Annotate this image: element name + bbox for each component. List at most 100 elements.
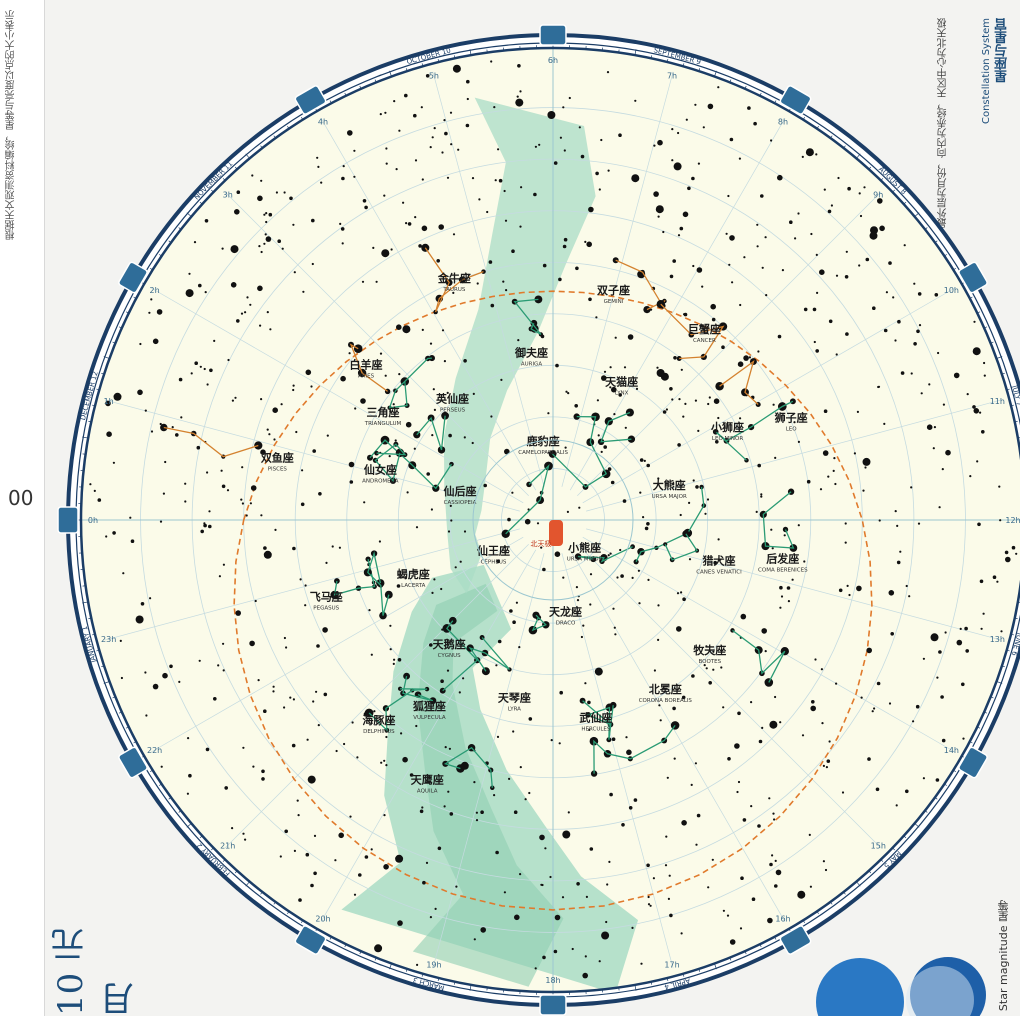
- ring-tick: [199, 835, 203, 839]
- star: [452, 233, 456, 236]
- star: [263, 546, 267, 550]
- constellation-latin-label: HERCULES: [581, 727, 611, 733]
- star: [405, 222, 408, 225]
- star: [635, 387, 639, 390]
- star: [105, 535, 108, 538]
- star: [692, 264, 695, 268]
- zodiac-badge: [118, 261, 148, 294]
- constellation-label: 仙女座: [364, 463, 397, 477]
- star: [996, 580, 999, 583]
- star: [295, 430, 298, 434]
- star: [879, 225, 885, 232]
- star: [758, 739, 763, 744]
- constellation-latin-label: PEGASUS: [313, 605, 339, 611]
- constellation-line: [719, 359, 759, 405]
- star: [773, 818, 776, 821]
- star: [867, 757, 871, 761]
- star: [676, 626, 682, 632]
- star: [503, 891, 506, 894]
- star: [966, 393, 969, 396]
- constellation-latin-label: LYRA: [508, 707, 521, 713]
- star: [558, 742, 561, 745]
- star: [774, 859, 777, 863]
- zodiac-badge: [779, 925, 812, 955]
- star: [942, 403, 946, 406]
- ra-hour-label: 3h: [223, 191, 233, 200]
- star: [353, 893, 357, 896]
- constellation-line: [349, 343, 388, 392]
- star: [144, 671, 147, 674]
- star: [512, 730, 515, 733]
- star: [334, 859, 337, 862]
- ring-tick: [118, 326, 122, 329]
- star: [463, 436, 466, 439]
- star: [858, 192, 861, 195]
- star: [704, 512, 707, 515]
- star: [227, 358, 230, 362]
- star: [711, 858, 714, 861]
- star: [316, 644, 320, 648]
- constellation-label: 金牛座: [437, 271, 471, 285]
- zodiac-badge: [294, 925, 327, 955]
- star: [446, 391, 449, 394]
- star: [293, 849, 296, 853]
- star: [383, 759, 386, 762]
- star: [394, 439, 397, 442]
- star: [922, 777, 926, 780]
- star: [769, 720, 778, 729]
- star: [463, 530, 467, 533]
- star: [452, 291, 455, 294]
- star: [571, 608, 574, 612]
- star: [774, 556, 777, 559]
- ring-tick: [996, 356, 1003, 359]
- ring-tick: [1014, 420, 1018, 423]
- ring-tick: [969, 296, 973, 299]
- ra-line: [104, 399, 520, 512]
- ring-tick: [666, 59, 669, 63]
- star: [938, 506, 941, 509]
- ring-tick: [112, 341, 116, 344]
- star: [498, 178, 503, 183]
- star: [671, 128, 674, 131]
- star: [264, 233, 267, 236]
- ring-tick: [92, 633, 96, 636]
- constellation-label: 猎犬座: [702, 553, 735, 567]
- ring-tick: [892, 189, 895, 193]
- star: [440, 679, 444, 683]
- ring-tick: [421, 63, 424, 67]
- star: [750, 805, 753, 808]
- star: [534, 967, 537, 970]
- star: [538, 143, 541, 146]
- constellation-label: 三角座: [367, 405, 400, 419]
- star: [981, 430, 985, 434]
- star: [634, 99, 637, 102]
- ring-tick: [1006, 649, 1010, 652]
- ring-tick: [868, 166, 872, 170]
- ra-hour-label: 2h: [150, 286, 160, 295]
- star: [406, 491, 409, 494]
- star: [395, 168, 398, 171]
- star: [467, 273, 470, 276]
- ring-tick: [1017, 437, 1020, 439]
- star: [671, 159, 674, 162]
- star: [374, 944, 383, 953]
- star: [764, 650, 767, 653]
- ra-hour-label: 17h: [664, 960, 679, 969]
- star: [252, 765, 255, 768]
- ring-tick: [682, 973, 685, 977]
- star: [871, 710, 874, 713]
- constellation-label: 天琴座: [498, 691, 531, 705]
- star: [972, 347, 981, 356]
- star: [962, 737, 965, 740]
- ring-tick: [714, 963, 717, 970]
- star: [664, 864, 668, 867]
- star: [272, 407, 279, 414]
- star: [888, 590, 895, 596]
- star: [221, 247, 224, 250]
- constellation-label: 仙王座: [477, 543, 510, 557]
- star: [316, 156, 319, 159]
- star: [335, 749, 338, 753]
- star: [473, 938, 476, 941]
- ring-tick: [996, 681, 1003, 684]
